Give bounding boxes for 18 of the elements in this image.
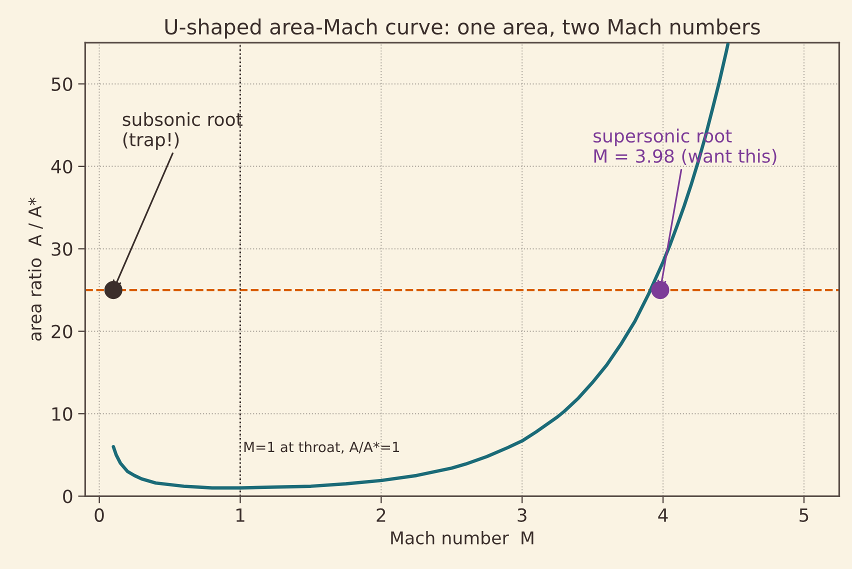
x-tick-label: 3 xyxy=(518,508,526,522)
x-tick-label: 4 xyxy=(658,508,668,522)
y-tick-label: 10 xyxy=(52,407,72,421)
y-tick-label: 0 xyxy=(63,490,72,504)
x-axis-title: Mach number M xyxy=(391,531,534,544)
x-tick-label: 2 xyxy=(376,508,386,522)
y-axis-title: area ratio A / A* xyxy=(28,198,43,341)
y-tick-label: 20 xyxy=(52,324,72,338)
x-tick-label: 0 xyxy=(94,508,104,522)
x-tick-label: 1 xyxy=(236,508,244,522)
y-tick-label: 40 xyxy=(51,160,72,174)
annotation: subsonic root (trap!) xyxy=(122,112,242,150)
x-tick-label: 5 xyxy=(800,508,808,522)
annotation: M=1 at throat, A/A*=1 xyxy=(244,442,400,454)
line-series xyxy=(112,42,730,490)
chart-title: U-shaped area-Mach curve: one area, two Mach numbers xyxy=(165,18,760,39)
y-tick-label: 50 xyxy=(52,77,72,92)
y-tick-label: 30 xyxy=(52,242,72,256)
